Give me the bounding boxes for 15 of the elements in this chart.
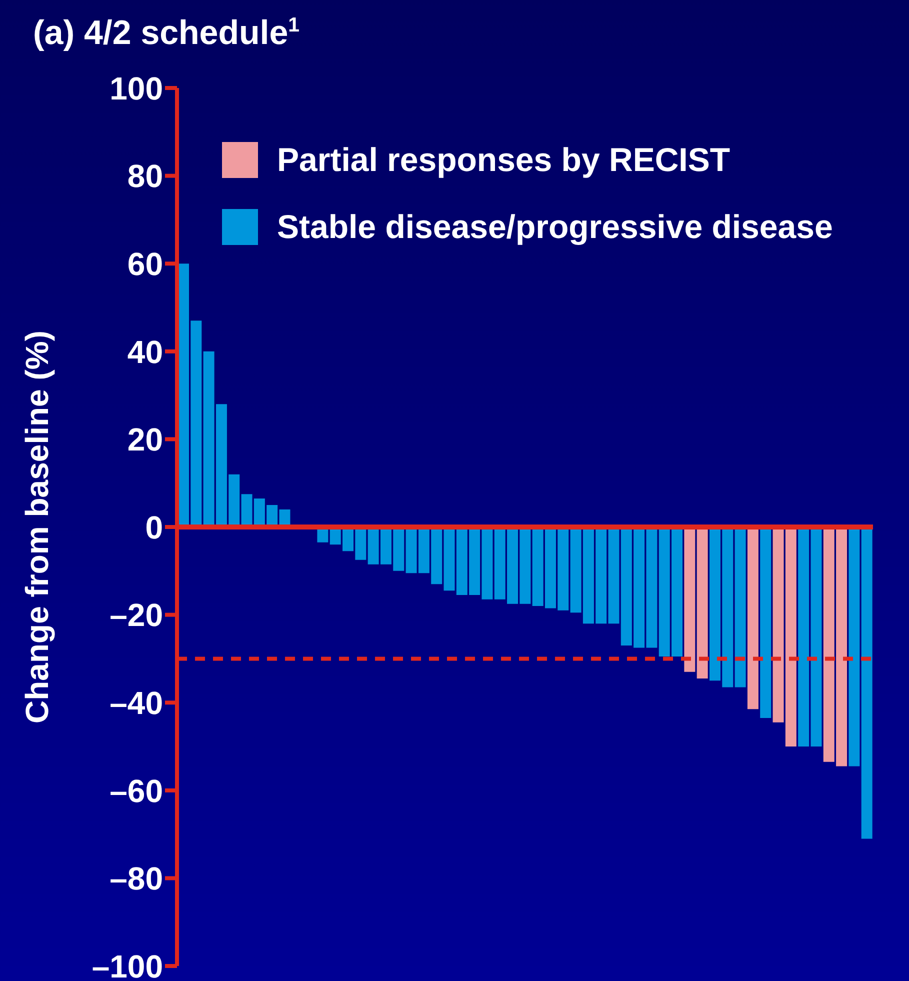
y-tick-label: –80 <box>110 860 163 897</box>
y-tick-label: 20 <box>127 422 163 458</box>
legend-label: Partial responses by RECIST <box>277 140 730 178</box>
y-tick-label: –100 <box>92 948 163 981</box>
y-tick-label: –60 <box>110 772 163 809</box>
legend-label: Stable disease/progressive disease <box>277 208 833 246</box>
y-tick-label: 60 <box>127 246 163 282</box>
y-tick-label: 100 <box>110 70 163 106</box>
y-tick-label: –20 <box>110 597 163 634</box>
y-tick-label: 40 <box>127 334 163 370</box>
y-axis-title: Change from baseline (%) <box>19 330 55 724</box>
y-tick-label: 0 <box>145 509 163 546</box>
y-tick-label: 80 <box>127 158 163 194</box>
chart-title: (a) 4/2 schedule$^{1}$ <box>33 14 300 52</box>
y-tick-label: –40 <box>110 684 163 721</box>
